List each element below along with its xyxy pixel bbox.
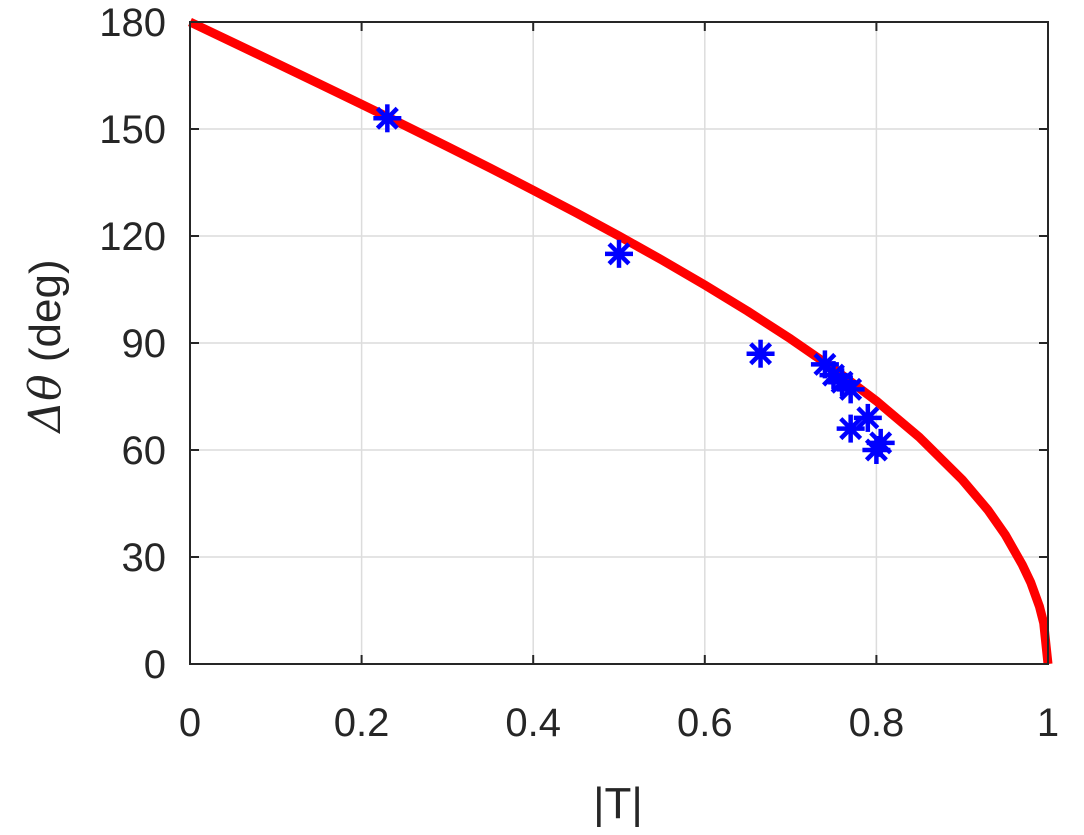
data-point-marker: [746, 339, 775, 368]
x-tick-label: 0.6: [677, 701, 733, 745]
y-axis-label-unit: (deg): [21, 259, 70, 374]
y-tick-label: 0: [144, 643, 166, 687]
y-tick-label: 180: [99, 1, 166, 45]
grid: [189, 21, 1049, 665]
y-tick-label: 30: [122, 536, 167, 580]
data-point-marker: [836, 414, 865, 443]
theory-curve-layer: [188, 17, 1053, 665]
y-tick-label: 120: [99, 215, 166, 259]
y-axis-label-symbol: Δθ: [20, 374, 71, 434]
data-point-marker: [836, 375, 865, 404]
y-tick-label: 150: [99, 108, 166, 152]
y-tick-label: 60: [122, 429, 167, 473]
x-tick-label: 0.8: [849, 701, 905, 745]
y-axis-label: Δθ (deg): [20, 259, 71, 434]
x-tick-label: 0: [179, 701, 201, 745]
x-axis-label: |T|: [593, 779, 643, 828]
y-tick-labels: 0 30 60 90 120 150 180: [99, 1, 166, 687]
axes: [189, 21, 1049, 665]
data-points-layer: [373, 104, 895, 464]
y-tick-label: 90: [122, 322, 167, 366]
axes-box: [189, 21, 1049, 665]
x-tick-label: 0.2: [334, 701, 390, 745]
x-tick-label: 1: [1037, 701, 1059, 745]
x-tick-label: 0.4: [505, 701, 561, 745]
theory-curve: [188, 17, 1053, 665]
data-point-marker: [862, 436, 891, 464]
x-tick-labels: 0 0.2 0.4 0.6 0.8 1: [179, 701, 1059, 745]
data-point-marker: [373, 104, 402, 133]
data-point-marker: [605, 239, 633, 268]
